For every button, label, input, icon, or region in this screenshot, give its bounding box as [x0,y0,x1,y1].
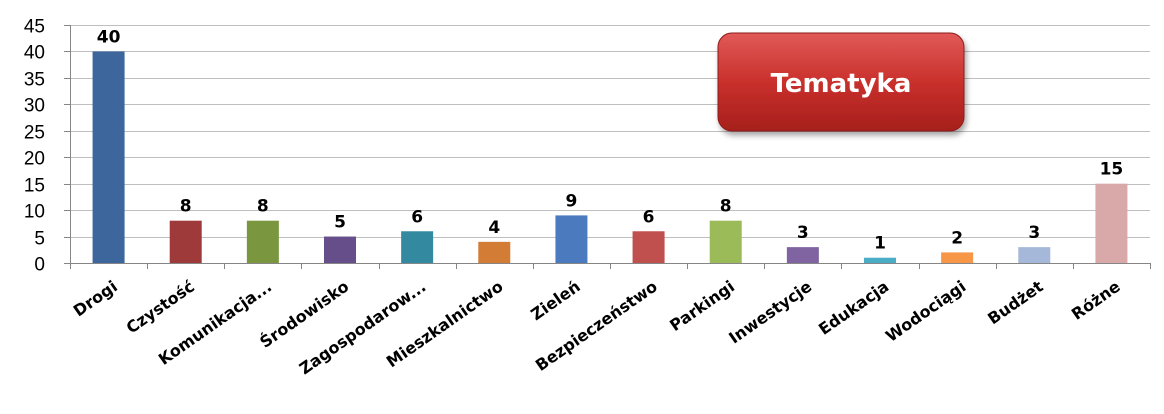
y-tick-label: 45 [24,17,45,38]
y-tick-label: 15 [24,176,45,197]
x-axis-ticks: Drogi CzystośćKomunikacja...ŚrodowiskoZag… [70,277,1124,379]
bar [632,231,665,263]
bar [941,252,974,263]
y-tick-label: 40 [24,43,45,64]
data-label: 2 [951,228,963,248]
y-tick-label: 10 [24,202,45,223]
bar [1095,183,1128,263]
y-axis-ticks: 0 5 10 15 20 25 30 35 40 45 [24,17,45,276]
data-label: 8 [720,197,732,217]
y-tick-label: 35 [24,70,45,91]
data-label: 8 [180,197,192,217]
y-tick-label: 30 [24,96,45,117]
bar [709,220,742,263]
data-label: 3 [1028,223,1040,243]
data-label: 40 [97,27,121,47]
bars [92,51,1128,263]
axes [64,25,1151,269]
data-label: 6 [411,207,423,227]
bar [478,241,511,263]
data-labels: 40 8 8 5 6 4 9 6 8 3 1 2 3 15 [97,27,1124,253]
gridlines [70,25,1150,238]
data-label: 1 [874,234,886,254]
data-label: 9 [566,191,578,211]
x-tick-label: Budżet [984,277,1047,329]
bar [401,231,434,263]
x-tick-label: Różne [1068,277,1124,324]
bar [1018,247,1051,263]
data-label: 6 [643,207,655,227]
x-tick-label: Wodociągi [882,277,969,346]
data-label: 8 [257,197,269,217]
x-tick-label: Zieleń [527,277,584,324]
data-label: 4 [488,218,500,238]
chart-title-box [717,32,965,132]
bar [246,220,279,263]
data-label: 15 [1100,160,1124,180]
y-tick-label: 0 [34,255,45,276]
bar [92,51,125,263]
y-tick-label: 5 [34,229,45,250]
y-tick-label: 20 [24,149,45,170]
bar [864,257,896,263]
x-tick-label: Parkingi [666,277,738,335]
bar [324,236,356,263]
x-tick-label: Drogi [70,277,121,321]
data-label: 5 [334,213,346,233]
x-tick-label: Czystość [123,277,198,338]
bar [555,215,588,263]
y-tick-label: 25 [24,123,45,144]
data-label: 3 [797,223,809,243]
bar [169,220,202,263]
x-tick-label: Inwestycje [725,277,815,348]
bar [786,247,819,263]
x-tick-label: Edukacja [815,277,892,339]
chart-title: Tematyka [771,69,912,99]
x-tick-label: Zagospodarow... [296,277,430,379]
